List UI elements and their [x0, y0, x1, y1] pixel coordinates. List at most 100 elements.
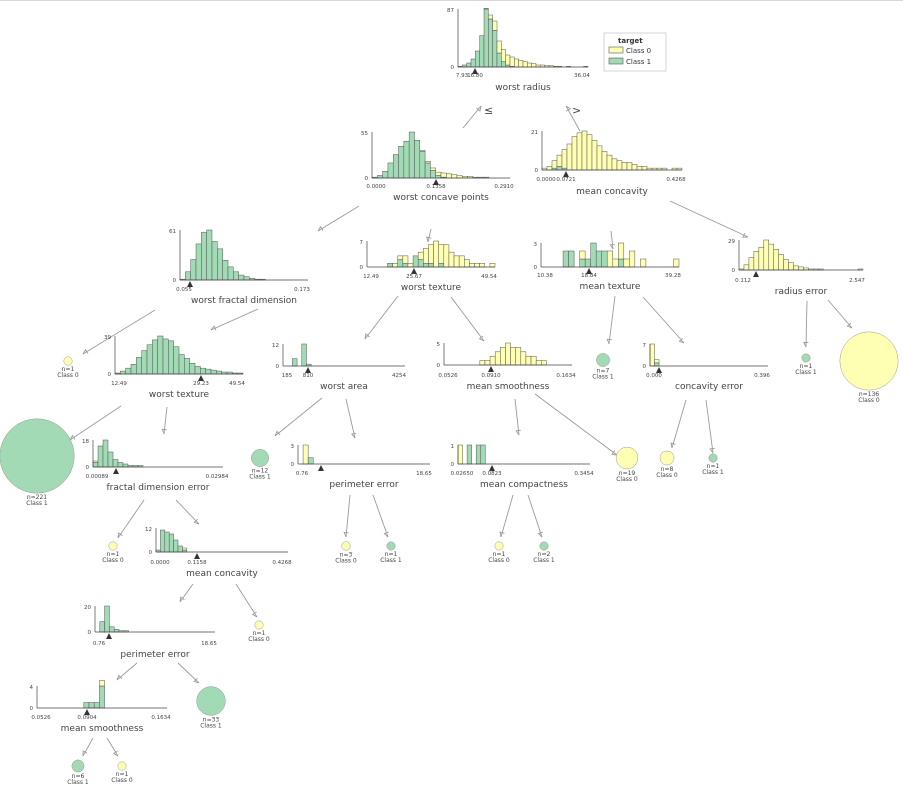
- x-tick-min: 10.38: [537, 273, 553, 279]
- histogram-bar-class1: [424, 162, 431, 179]
- leaf-count: n=1: [493, 551, 506, 558]
- y-tick-zero: 0: [535, 168, 539, 174]
- histogram-bar-class0: [561, 149, 568, 169]
- histogram-bar-class1: [483, 8, 489, 68]
- feature-name: worst area: [320, 382, 368, 392]
- histogram-bar-class1: [618, 258, 625, 268]
- feature-name: fractal dimension error: [106, 483, 209, 493]
- histogram-bar-class0: [601, 151, 608, 171]
- x-tick-max: 18.65: [416, 471, 432, 477]
- histogram-bar-class0: [424, 161, 431, 164]
- histogram-bar-class1: [243, 276, 250, 281]
- leaf-count: n=3: [340, 551, 353, 558]
- x-tick-min: 0.112: [735, 278, 751, 284]
- histogram-bar-class1: [168, 533, 174, 553]
- histogram-bar-class1: [584, 258, 591, 268]
- histogram-bar-class0: [489, 263, 496, 268]
- histogram-bar-class1: [168, 340, 174, 375]
- tree-edge: [116, 662, 138, 681]
- histogram-bar-class0: [763, 239, 770, 271]
- histogram-bar-class0: [753, 251, 760, 271]
- histogram-bar-class0: [515, 347, 522, 366]
- tree-edge: [69, 405, 122, 441]
- tree-edge: [514, 398, 520, 436]
- histogram-bar-class0: [596, 145, 603, 171]
- split-marker-triangle: [586, 268, 592, 274]
- y-tick-zero: 0: [149, 550, 153, 556]
- leaf-count: n=2: [538, 551, 551, 558]
- tree-edge: [106, 737, 119, 757]
- edge-arrowhead: [112, 750, 119, 757]
- histogram-bar-class0: [509, 56, 515, 67]
- feature-name: worst concave points: [393, 193, 489, 203]
- leaf-circle: [117, 761, 127, 771]
- tree-edge: [705, 399, 714, 454]
- split-node-n16: 4 0 0.0526 0.1634 0.0904 mean smoothness: [30, 680, 171, 734]
- histogram-bar-class0: [433, 240, 439, 268]
- histogram-bar-class0: [556, 154, 563, 167]
- histogram-bar-class0: [496, 40, 502, 54]
- feature-name: mean texture: [580, 282, 641, 292]
- histogram-bar-class0: [640, 258, 647, 268]
- tree-edge: [827, 299, 853, 329]
- tree-edge: [534, 393, 618, 456]
- tree-edge: [179, 583, 194, 603]
- split-threshold-label: 16.80: [467, 73, 483, 79]
- split-marker-triangle: [187, 281, 193, 287]
- y-tick-max: 1: [451, 444, 455, 450]
- legend-item-class1: Class 1: [626, 58, 651, 66]
- x-tick-min: 0.0000: [150, 560, 170, 566]
- histogram-bar-class0: [778, 254, 784, 271]
- y-tick-max: 55: [361, 131, 368, 137]
- feature-name: worst texture: [149, 390, 210, 400]
- y-tick-zero: 0: [88, 630, 92, 636]
- x-tick-max: 49.54: [481, 274, 497, 280]
- leaf-circle: [0, 418, 75, 494]
- leaf-class: Class 0: [616, 476, 638, 483]
- histogram-bar-class1: [466, 62, 472, 68]
- histogram-bar-class0: [182, 547, 188, 551]
- leaf-count: n=19: [619, 470, 636, 477]
- histogram-bar-class1: [397, 259, 404, 268]
- split-marker-triangle: [318, 465, 324, 471]
- y-tick-max: 29: [728, 239, 735, 245]
- histogram-bar-class1: [568, 250, 575, 268]
- edge-arrowhead: [343, 531, 349, 538]
- histogram-bar-class0: [773, 249, 779, 271]
- histogram-bar-class1: [227, 266, 234, 281]
- histogram-bar-class0: [788, 262, 794, 271]
- histogram-bar-class1: [417, 259, 424, 268]
- tree-edge: [82, 737, 94, 757]
- split-marker-triangle: [753, 271, 759, 277]
- legend-item-class0: Class 0: [626, 47, 651, 55]
- histogram-bar-class1: [377, 175, 383, 179]
- histogram-bar-class0: [453, 255, 460, 268]
- x-tick-max: 0.1634: [151, 715, 171, 721]
- leaf-class: Class 1: [26, 500, 48, 507]
- histogram-bar-class1: [387, 162, 394, 179]
- histogram-bar-class0: [525, 355, 532, 366]
- y-tick-max: 4: [30, 685, 34, 691]
- histogram-bar-class0: [446, 173, 452, 179]
- edge-arrowhead: [846, 322, 853, 329]
- leaf-class: Class 0: [248, 636, 270, 643]
- histogram-bar-class1: [492, 30, 498, 68]
- histogram-bar-class0: [606, 250, 614, 268]
- histogram-bar-class0: [443, 244, 450, 268]
- edge-arrowhead: [611, 450, 618, 456]
- histogram-bar-class0: [505, 342, 511, 366]
- histogram-bar-class0: [423, 248, 429, 264]
- feature-name: worst radius: [495, 83, 551, 93]
- feature-name: worst texture: [401, 283, 462, 293]
- split-node-n4: 7 0 12.49 49.54 25.67 worst texture: [360, 240, 498, 293]
- x-tick-min: 0.0526: [31, 715, 51, 721]
- leaf-count: n=1: [385, 551, 398, 558]
- histogram-bar-class0: [591, 140, 598, 171]
- histogram-bar-class1: [152, 339, 158, 375]
